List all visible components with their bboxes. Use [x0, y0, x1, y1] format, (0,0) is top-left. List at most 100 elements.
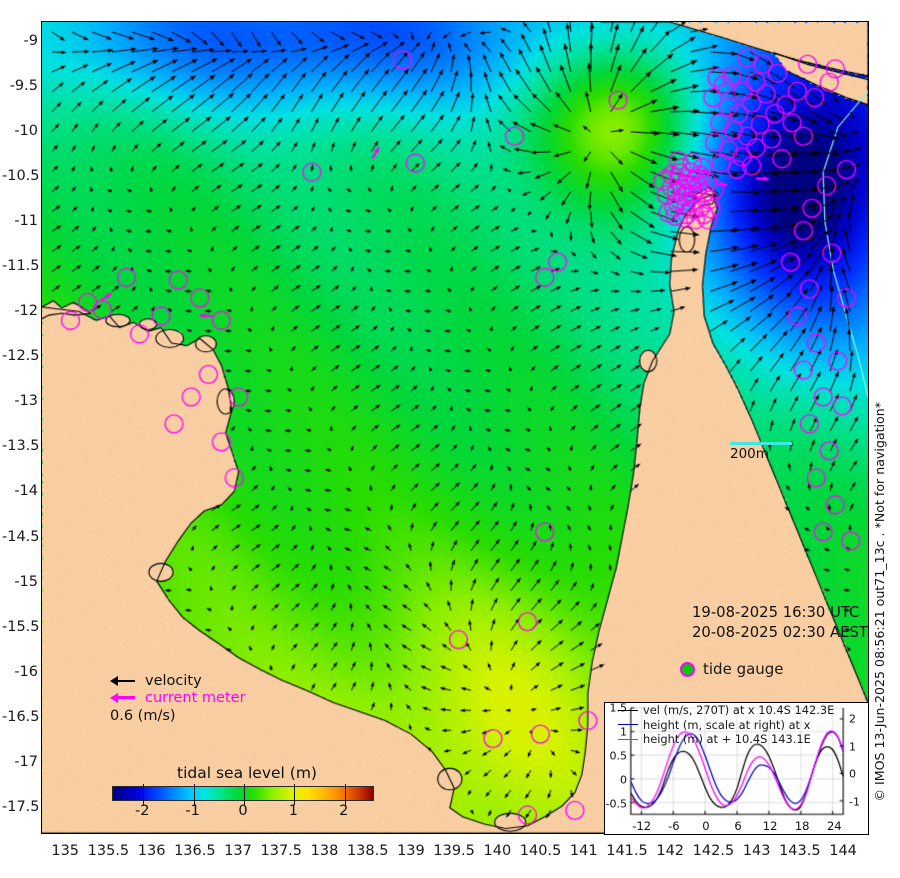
scalebar-label: 200m	[730, 445, 769, 462]
x-axis-tick: 137.5	[260, 843, 303, 859]
colorbar-tick-mark	[193, 784, 195, 805]
x-axis-tick: 140.5	[519, 843, 562, 859]
y-axis: -9 -9.5 -10 -10.5 -11 -11.5 -12 -12.5 -13 -13.5 -1…	[0, 0, 40, 878]
tide-gauge-legend-label: tide gauge	[703, 660, 784, 678]
x-axis-tick: 141.5	[606, 843, 648, 859]
legend-swatch-height-plus	[618, 738, 638, 740]
x-axis-tick: 139.5	[433, 843, 475, 859]
y-axis-tick: -15	[14, 573, 38, 590]
tide-gauge-icon	[680, 661, 695, 677]
x-axis-tick: 136.5	[174, 843, 216, 859]
map-panel[interactable]: 19-08-2025 16:30 UTC 20-08-2025 02:30 AE…	[41, 21, 869, 834]
y-axis-tick: -12.5	[2, 348, 40, 365]
y-axis-tick: -11	[14, 212, 38, 229]
colorbar-tick-mark	[244, 784, 245, 805]
inset-x-tick: 24	[826, 819, 842, 833]
y-axis-tick: -14	[14, 483, 38, 500]
legend-item-velocity: vel (m/s, 270T) at x 10.4S 142.3E	[618, 703, 834, 718]
y-axis-tick: -16	[14, 663, 38, 680]
tidal-sea-level-map[interactable]	[42, 22, 868, 833]
colorbar-tick-label: 1	[288, 803, 298, 819]
x-axis-tick: 143.5	[779, 843, 821, 859]
y-axis-tick: -14.5	[2, 528, 40, 545]
x-axis-tick: 139	[397, 843, 425, 859]
colorbar-gradient	[112, 784, 374, 805]
inset-x-tick: -6	[668, 819, 680, 833]
colorbar-tick-mark	[344, 784, 346, 805]
y-axis-tick: -12	[14, 302, 38, 319]
inset-x-tick: 12	[762, 819, 778, 833]
x-axis-tick: 142	[656, 843, 685, 859]
colorbar-tick-mark	[294, 784, 296, 805]
current-meter-arrow-icon	[110, 692, 136, 703]
x-axis-tick: 136	[137, 843, 166, 859]
colorbar-tick-label: 2	[339, 803, 349, 819]
y-axis-tick: -9.5	[9, 77, 38, 94]
velocity-scale-label: 0.6 (m/s)	[110, 708, 176, 724]
x-axis-tick: 137	[224, 843, 252, 859]
datetime-stamp: 19-08-2025 16:30 UTC 20-08-2025 02:30 AE…	[692, 603, 868, 642]
velocity-arrow-icon	[110, 675, 136, 686]
inset-x-tick: 6	[734, 819, 742, 833]
y-axis-tick: -17	[14, 753, 38, 770]
y-axis-tick: -10.5	[2, 167, 40, 184]
colorbar-group: tidal sea level (m) -2 -1 0 1 2	[102, 764, 392, 821]
x-axis-tick: 135	[51, 843, 80, 859]
colorbar-tick-label: -2	[134, 803, 150, 819]
colorbar-tick-label: -1	[185, 803, 200, 819]
current-meter-key-row: current meter	[110, 689, 246, 706]
y-axis-tick: -15.5	[2, 618, 40, 635]
inset-x-tick: 0	[702, 819, 710, 833]
y-axis-tick: -16.5	[2, 708, 40, 725]
y-axis-tick: -13.5	[2, 438, 40, 455]
scalebar: 200m	[730, 442, 794, 462]
inset-y-tick-left: 0.5	[609, 749, 628, 763]
y-axis-tick: -13	[14, 393, 38, 410]
legend-item-height-plus: height (m) at + 10.4S 143.1E	[618, 732, 834, 747]
copyright-text: © IMOS 13-Jun-2025 08:56:21 out71_13c . …	[872, 402, 887, 802]
current-meter-key-label: current meter	[145, 689, 246, 706]
velocity-key-label: velocity	[145, 672, 202, 689]
x-axis-tick: 143	[742, 843, 771, 859]
x-axis-tick: 138.5	[346, 843, 389, 859]
x-axis-tick: 141	[569, 843, 598, 859]
legend-label-height-x: height (m, scale at right) at x	[643, 717, 811, 732]
colorbar-ticks: -2 -1 0 1 2	[112, 801, 374, 821]
tide-gauge-legend: tide gauge	[680, 660, 784, 678]
x-axis-tick: 142.5	[692, 843, 735, 859]
inset-x-tick: 18	[794, 819, 810, 833]
inset-y-tick-left: 1.5	[609, 701, 628, 715]
legend-label-height-plus: height (m) at + 10.4S 143.1E	[643, 732, 811, 747]
inset-y-tick-right: 0	[849, 767, 856, 781]
timeseries-legend: vel (m/s, 270T) at x 10.4S 142.3E height…	[618, 703, 834, 747]
inset-x-tick: -12	[632, 819, 652, 833]
x-axis-tick: 135.5	[87, 843, 130, 859]
legend-swatch-velocity	[618, 709, 638, 711]
x-axis-tick: 138	[310, 843, 339, 859]
datetime-utc: 19-08-2025 16:30 UTC	[692, 604, 860, 621]
y-axis-tick: -10	[14, 122, 38, 139]
inset-y-tick-left: 1	[620, 725, 627, 739]
legend-swatch-height-x	[618, 724, 638, 726]
timeseries-chart[interactable]	[605, 703, 868, 834]
legend-item-height-x: height (m, scale at right) at x	[618, 718, 834, 733]
inset-y-tick-right: 1	[849, 740, 856, 754]
inset-y-tick-right: 2	[849, 712, 856, 726]
timeseries-inset[interactable]: 1.5 1 0.5 0 -0.5 2 1 0 -1 -12 -6 0 6 12 18 24	[604, 702, 869, 835]
y-axis-tick: -17.5	[2, 798, 40, 815]
colorbar-title: tidal sea level (m)	[177, 764, 317, 782]
velocity-key: velocity current meter 0.6 (m/s)	[110, 672, 246, 724]
x-axis-tick: 140	[483, 843, 512, 859]
inset-y-tick-right: -1	[849, 795, 860, 809]
y-axis-tick: -9	[23, 32, 38, 49]
velocity-key-row: velocity	[110, 672, 246, 689]
colorbar-tick-label: 0	[238, 803, 248, 819]
colorbar-tick-mark	[143, 784, 145, 805]
inset-y-tick-left: -0.5	[605, 797, 627, 811]
x-axis-tick: 144	[829, 843, 857, 859]
scalebar-line	[730, 442, 792, 445]
datetime-local: 20-08-2025 02:30 AEST	[692, 623, 868, 641]
y-axis-tick: -11.5	[2, 257, 40, 274]
inset-y-tick-left: 0	[620, 773, 627, 787]
